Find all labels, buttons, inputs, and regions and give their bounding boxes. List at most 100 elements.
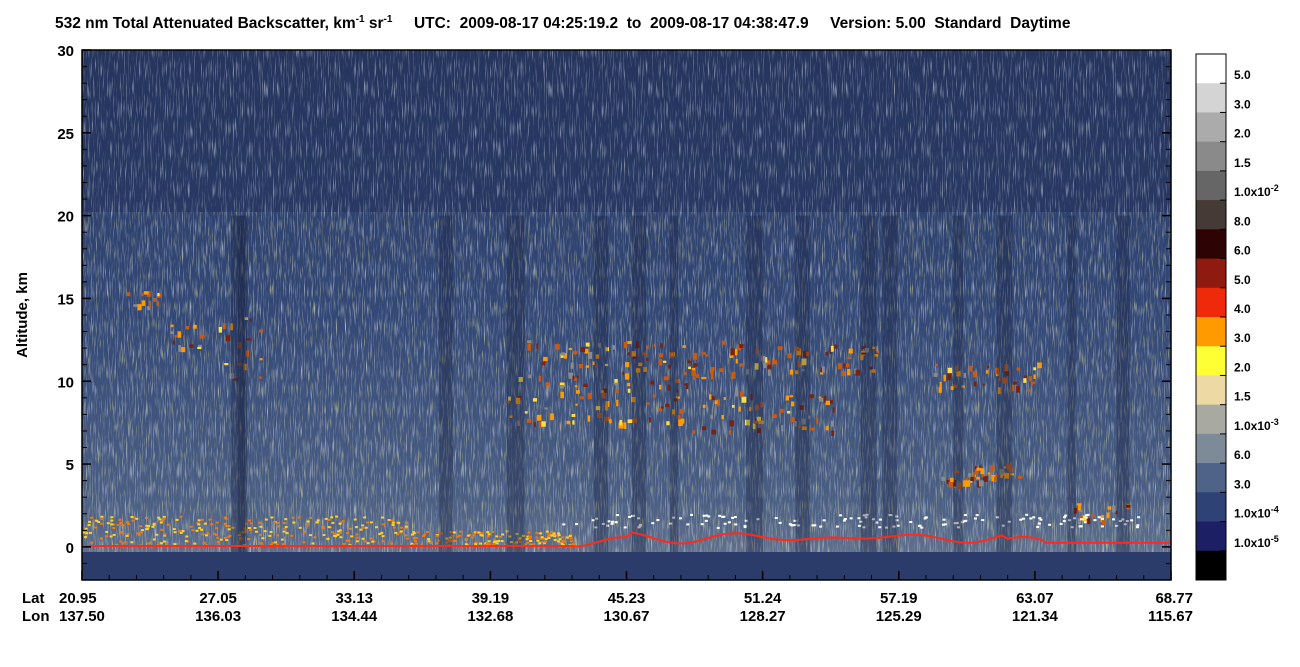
boundary-layer-speck xyxy=(394,531,398,534)
boundary-layer-speck xyxy=(545,530,549,533)
cloud-speck xyxy=(1004,472,1010,479)
cloud-speck xyxy=(732,405,735,408)
boundary-layer-speck xyxy=(212,532,216,535)
cloud-speck xyxy=(1009,388,1013,393)
boundary-layer-speck xyxy=(539,532,543,535)
boundary-layer-speck xyxy=(238,531,242,534)
cloud-speck xyxy=(801,418,807,425)
boundary-layer-speck xyxy=(163,534,167,537)
cloud-speck xyxy=(574,377,577,381)
boundary-layer-speck xyxy=(159,542,163,545)
cloud-speck xyxy=(847,357,852,360)
boundary-layer-speck xyxy=(491,530,495,533)
daytime-speckle-texture xyxy=(82,212,1171,552)
cloud-speck xyxy=(627,340,632,345)
boundary-layer-speck xyxy=(158,518,162,521)
cloud-speck xyxy=(806,351,810,357)
boundary-layer-speck xyxy=(527,531,531,534)
cloud-speck xyxy=(658,353,664,358)
low-cloud-top-speck xyxy=(835,525,839,528)
boundary-layer-speck xyxy=(132,516,136,519)
cloud-speck xyxy=(986,365,990,369)
boundary-layer-speck xyxy=(513,542,517,545)
cloud-speck xyxy=(998,378,1001,382)
cloud-speck xyxy=(947,373,952,381)
low-cloud-top-speck xyxy=(973,517,977,520)
cloud-speck xyxy=(658,359,663,366)
cloud-speck xyxy=(938,387,942,393)
cloud-speck xyxy=(777,346,783,351)
boundary-layer-speck xyxy=(161,519,165,522)
colorbar-swatch xyxy=(1196,375,1226,406)
cloud-speck xyxy=(585,342,590,347)
boundary-layer-speck xyxy=(387,519,391,522)
cloud-speck xyxy=(218,326,222,333)
boundary-layer-speck xyxy=(224,517,228,520)
boundary-layer-speck xyxy=(381,540,385,543)
low-cloud-top-speck xyxy=(734,523,738,526)
low-cloud-top-speck xyxy=(797,524,801,527)
low-cloud-top-speck xyxy=(1038,517,1042,520)
boundary-layer-speck xyxy=(391,521,395,524)
cloud-speck xyxy=(1077,503,1082,506)
y-tick-label: 15 xyxy=(57,291,74,308)
x-tick-label-lat: 39.19 xyxy=(472,590,510,607)
cloud-speck xyxy=(787,353,792,359)
cloud-speck xyxy=(1032,381,1035,384)
boundary-layer-speck xyxy=(515,541,519,544)
low-cloud-top-speck xyxy=(591,519,595,522)
boundary-layer-speck xyxy=(364,526,368,529)
title-sup1: -1 xyxy=(355,14,365,25)
boundary-layer-speck xyxy=(321,527,325,530)
boundary-layer-speck xyxy=(110,516,114,519)
cloud-speck xyxy=(976,467,981,471)
cloud-speck xyxy=(875,346,879,352)
cloud-speck xyxy=(1007,465,1011,471)
cloud-speck xyxy=(729,353,734,358)
cloud-speck xyxy=(976,476,980,480)
boundary-layer-speck xyxy=(284,518,288,521)
boundary-layer-speck xyxy=(555,534,559,537)
low-cloud-top-speck xyxy=(849,517,853,520)
boundary-layer-speck xyxy=(380,531,384,534)
cloud-speck xyxy=(660,343,663,349)
boundary-layer-speck xyxy=(536,539,540,542)
boundary-layer-speck xyxy=(526,541,530,544)
cloud-speck xyxy=(675,396,680,399)
colorbar-label: 1.0x10-2 xyxy=(1234,183,1279,199)
low-cloud-top-speck xyxy=(1115,524,1119,527)
cloud-speck xyxy=(507,401,511,404)
cloud-speck xyxy=(243,363,247,371)
boundary-layer-speck xyxy=(347,539,351,542)
cloud-speck xyxy=(660,406,664,409)
cloud-speck xyxy=(1003,466,1006,469)
low-cloud-top-speck xyxy=(963,514,967,517)
boundary-layer-speck xyxy=(515,532,519,535)
boundary-layer-speck xyxy=(543,540,547,543)
cloud-speck xyxy=(974,466,977,472)
cloud-speck xyxy=(1028,376,1033,382)
cloud-speck xyxy=(933,372,938,377)
low-cloud-top-speck xyxy=(623,526,627,529)
cloud-speck xyxy=(1101,520,1105,526)
cloud-speck xyxy=(541,361,545,366)
colorbar-swatch xyxy=(1196,521,1226,552)
cloud-speck xyxy=(666,421,670,426)
cloud-speck xyxy=(985,370,989,374)
boundary-layer-speck xyxy=(338,529,342,532)
boundary-layer-speck xyxy=(435,534,439,537)
colorbar-label: 5.0 xyxy=(1234,68,1251,82)
cloud-speck xyxy=(1107,506,1112,510)
cloud-speck xyxy=(579,396,584,400)
colorbar: 5.0 3.0 2.0 1.5 1.0x10-2 8.0 6.0 5.0 4.0 3.0 2.0 1.… xyxy=(1195,53,1279,581)
cloud-speck xyxy=(583,383,588,387)
cloud-speck xyxy=(146,291,151,297)
x-tick-label-lon: 128.27 xyxy=(740,608,786,625)
cloud-speck xyxy=(678,419,683,427)
cloud-speck xyxy=(566,420,571,425)
cloud-speck xyxy=(192,324,197,329)
boundary-layer-speck xyxy=(258,533,262,536)
boundary-layer-speck xyxy=(247,519,251,522)
boundary-layer-speck xyxy=(369,537,373,540)
boundary-layer-speck xyxy=(247,538,251,541)
